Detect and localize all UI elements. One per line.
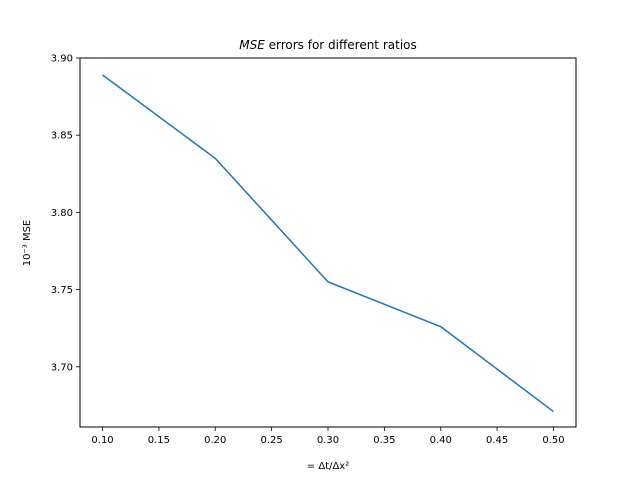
x-tick-label: 0.25 [261, 435, 283, 446]
x-tick-label: 0.50 [542, 435, 564, 446]
series-line [102, 74, 554, 413]
x-tick-label: 0.35 [373, 435, 395, 446]
y-axis-label: 10⁻³ MSE [22, 220, 33, 266]
chart-title-rest: errors for different ratios [265, 38, 417, 52]
x-tick-label: 0.20 [204, 435, 226, 446]
y-tick-label: 3.70 [51, 362, 73, 373]
x-tick-label: 0.30 [317, 435, 339, 446]
x-tick-label: 0.45 [486, 435, 508, 446]
x-tick-label: 0.10 [91, 435, 113, 446]
x-axis-label: = Δt/Δx² [307, 461, 349, 472]
plot-area: 0.10 0.15 0.20 0.25 0.30 0.35 0.40 0.45 0.50 3.70… [51, 54, 565, 447]
y-tick-label: 3.75 [51, 285, 73, 296]
axes-frame [79, 57, 577, 428]
x-tick-label: 0.15 [148, 435, 170, 446]
y-tick-label: 3.80 [51, 208, 73, 219]
y-tick-label: 3.85 [51, 131, 73, 142]
y-tick-label: 3.90 [51, 54, 73, 65]
x-tick-label: 0.40 [430, 435, 452, 446]
chart-title: MSE errors for different ratios [239, 38, 417, 52]
chart-title-italic: MSE [239, 38, 265, 52]
